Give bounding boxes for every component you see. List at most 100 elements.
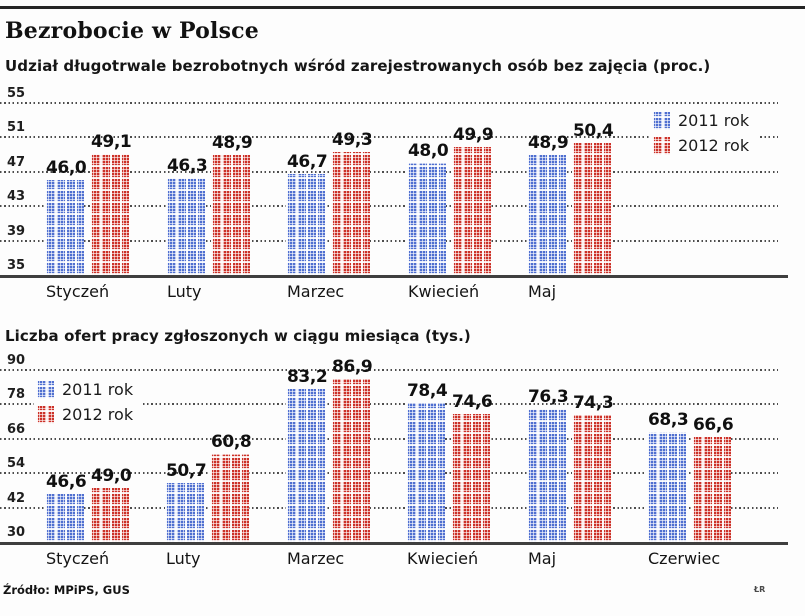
legend-label-2012: 2012 rok bbox=[678, 136, 750, 155]
category-label: Kwiecień bbox=[408, 282, 480, 301]
value-label-2012: 49,1 bbox=[91, 132, 132, 152]
bar-2011-5 bbox=[527, 155, 566, 275]
value-label-2011: 78,4 bbox=[407, 381, 448, 401]
y-axis-tick: 66 bbox=[7, 422, 26, 437]
value-label-2011: 46,3 bbox=[167, 156, 208, 176]
bar-2011-2 bbox=[166, 178, 205, 275]
bar-2012-2 bbox=[210, 454, 249, 542]
legend-swatch-2012-icon bbox=[652, 136, 670, 155]
y-axis-tick: 78 bbox=[7, 387, 26, 402]
value-label-2012: 48,9 bbox=[212, 133, 253, 153]
y-axis-tick: 30 bbox=[7, 525, 26, 540]
legend-label-2012: 2012 rok bbox=[62, 405, 134, 424]
y-axis-tick: 54 bbox=[7, 456, 26, 471]
value-label-2011: 76,3 bbox=[528, 387, 569, 407]
value-label-2011: 48,0 bbox=[408, 141, 449, 161]
value-label-2011: 46,6 bbox=[46, 472, 87, 492]
gridline bbox=[0, 240, 778, 242]
value-label-2012: 49,0 bbox=[91, 466, 132, 486]
gridline bbox=[0, 472, 778, 474]
value-label-2011: 48,9 bbox=[528, 133, 569, 153]
value-label-2011: 46,7 bbox=[287, 152, 328, 172]
value-label-2012: 66,6 bbox=[693, 415, 734, 435]
bar-2012-3 bbox=[331, 152, 370, 275]
gridline bbox=[0, 171, 778, 173]
legend-item-2012: 2012 rok bbox=[652, 136, 749, 155]
bar-2012-1 bbox=[90, 154, 129, 275]
value-label-2011: 68,3 bbox=[648, 410, 689, 430]
x-axis-baseline bbox=[0, 542, 788, 545]
category-label: Maj bbox=[528, 549, 557, 568]
legend-swatch-2012-icon bbox=[36, 405, 54, 424]
legend-swatch-2011-icon bbox=[652, 111, 670, 130]
bar-2011-1 bbox=[45, 180, 84, 275]
gridline bbox=[0, 102, 778, 104]
bar-2011-6 bbox=[647, 432, 686, 542]
category-label: Marzec bbox=[287, 549, 345, 568]
category-label: Styczeń bbox=[46, 549, 110, 568]
legend-label-2011: 2011 rok bbox=[678, 111, 750, 130]
category-label: Czerwiec bbox=[648, 549, 721, 568]
value-label-2012: 49,3 bbox=[332, 130, 373, 150]
legend-item-2012: 2012 rok bbox=[36, 405, 133, 424]
bar-2012-3 bbox=[331, 379, 370, 542]
bar-2011-3 bbox=[286, 174, 325, 275]
y-axis-tick: 43 bbox=[7, 189, 26, 204]
value-label-2012: 74,6 bbox=[452, 392, 493, 412]
category-label: Styczeń bbox=[46, 282, 110, 301]
page-title: Bezrobocie w Polsce bbox=[5, 18, 259, 44]
category-label: Maj bbox=[528, 282, 557, 301]
bar-2012-6 bbox=[692, 437, 731, 542]
bar-2011-2 bbox=[165, 483, 204, 542]
value-label-2012: 50,4 bbox=[573, 121, 614, 141]
chart1-legend: 2011 rok 2012 rok bbox=[650, 109, 760, 157]
legend-label-2011: 2011 rok bbox=[62, 380, 134, 399]
category-label: Marzec bbox=[287, 282, 345, 301]
bar-2012-4 bbox=[452, 147, 491, 275]
gridline bbox=[0, 507, 778, 509]
y-axis-tick: 35 bbox=[7, 258, 26, 273]
top-rule bbox=[0, 6, 805, 9]
y-axis-tick: 51 bbox=[7, 120, 26, 135]
y-axis-tick: 55 bbox=[7, 86, 26, 101]
credit-initials: ŁR bbox=[754, 585, 766, 594]
bar-2011-4 bbox=[406, 403, 445, 542]
bar-2011-4 bbox=[407, 163, 446, 275]
chart2-legend: 2011 rok 2012 rok bbox=[34, 378, 144, 426]
category-label: Luty bbox=[166, 549, 201, 568]
category-label: Kwiecień bbox=[407, 549, 479, 568]
bar-2011-5 bbox=[527, 409, 566, 542]
gridline bbox=[0, 205, 778, 207]
bar-2012-1 bbox=[90, 488, 129, 542]
x-axis-baseline bbox=[0, 275, 788, 278]
legend-swatch-2011-icon bbox=[36, 380, 54, 399]
bar-2012-5 bbox=[572, 143, 611, 275]
bar-2012-5 bbox=[572, 415, 611, 542]
y-axis-tick: 39 bbox=[7, 224, 26, 239]
chart2-title: Liczba ofert pracy zgłoszonych w ciągu m… bbox=[5, 327, 471, 345]
value-label-2011: 83,2 bbox=[287, 367, 328, 387]
y-axis-tick: 47 bbox=[7, 155, 26, 170]
bar-2011-1 bbox=[45, 494, 84, 542]
chart1-title: Udział długotrwale bezrobotnych wśród za… bbox=[5, 57, 711, 75]
bar-2011-3 bbox=[286, 389, 325, 542]
legend-item-2011: 2011 rok bbox=[652, 111, 749, 130]
category-label: Luty bbox=[167, 282, 202, 301]
y-axis-tick: 90 bbox=[7, 353, 26, 368]
value-label-2011: 50,7 bbox=[166, 461, 207, 481]
bar-2012-2 bbox=[211, 155, 250, 275]
gridline bbox=[0, 438, 778, 440]
bar-2012-4 bbox=[451, 414, 490, 542]
y-axis-tick: 42 bbox=[7, 491, 26, 506]
legend-item-2011: 2011 rok bbox=[36, 380, 133, 399]
value-label-2012: 86,9 bbox=[332, 357, 373, 377]
source-note: Źródło: MPiPS, GUS bbox=[3, 583, 130, 597]
value-label-2012: 60,8 bbox=[211, 432, 252, 452]
value-label-2012: 74,3 bbox=[573, 393, 614, 413]
gridline bbox=[0, 369, 778, 371]
value-label-2012: 49,9 bbox=[453, 125, 494, 145]
value-label-2011: 46,0 bbox=[46, 158, 87, 178]
